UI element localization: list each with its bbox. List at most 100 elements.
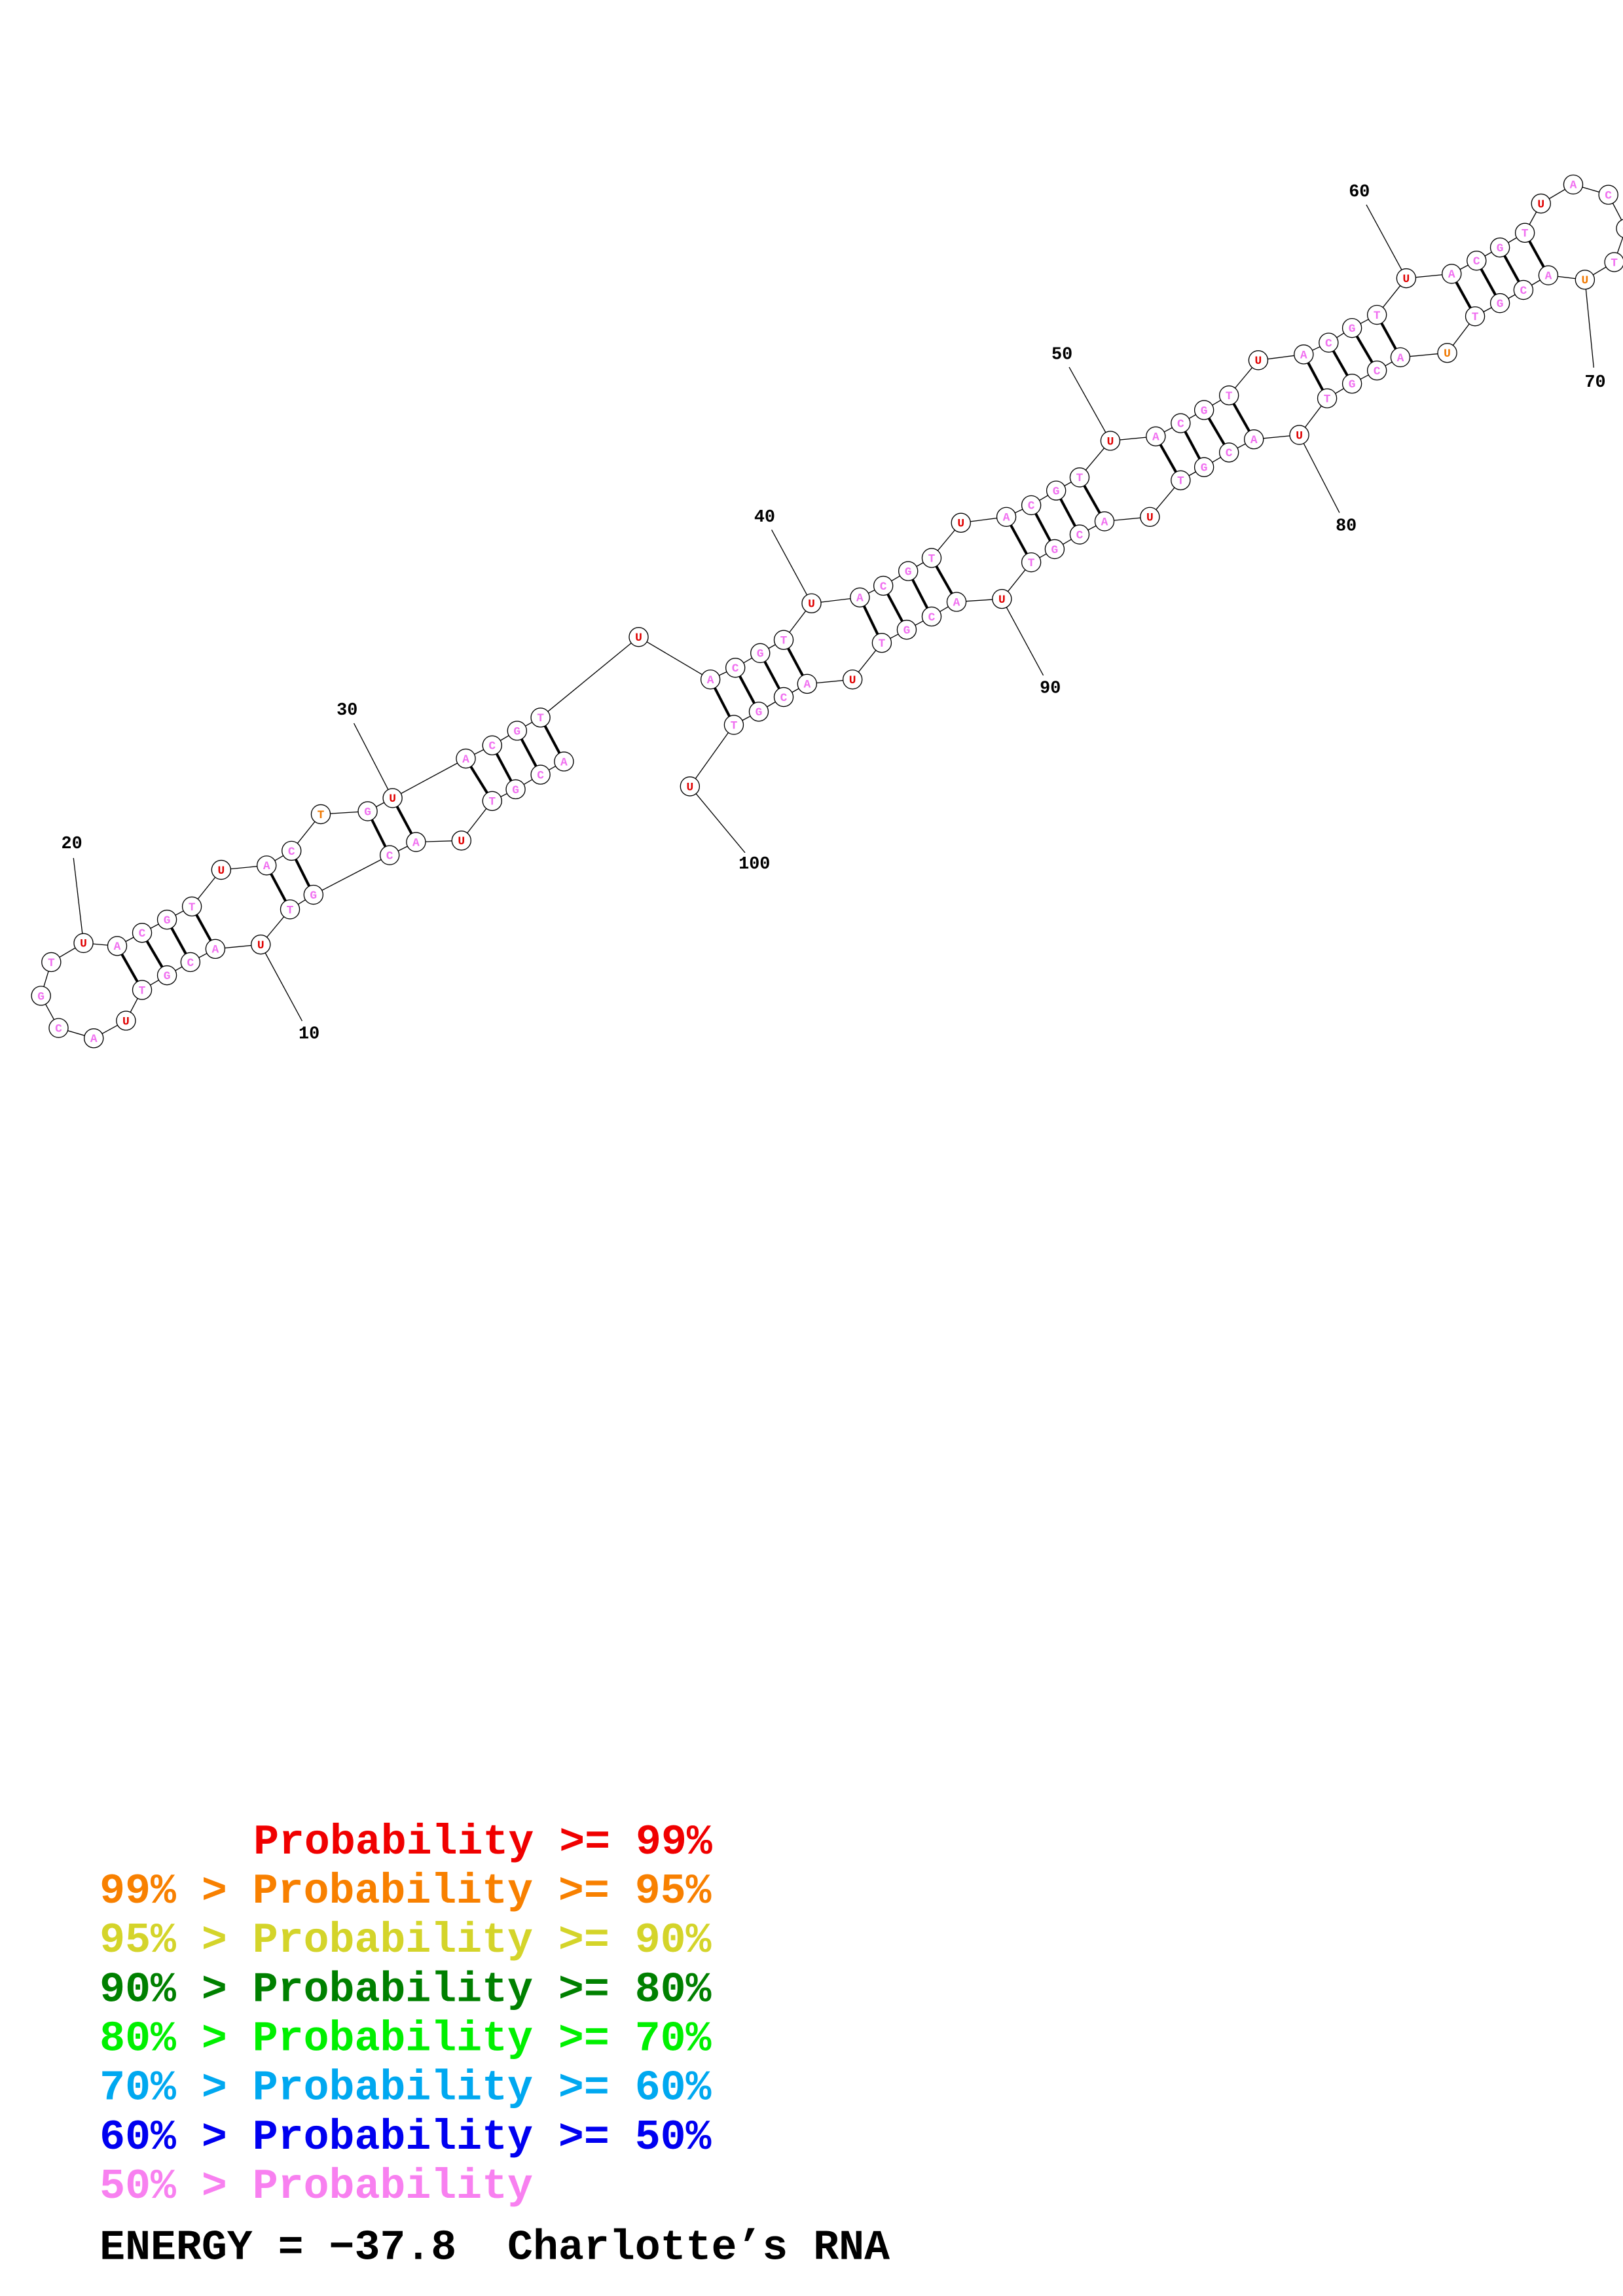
nucleotide-letter: A xyxy=(1300,349,1307,362)
nucleotide-circle xyxy=(1021,495,1042,516)
diagram-group: 10 20 30 40 50 60 70 80 90 100 A C G T U A C G T U A C G T U A C G T… xyxy=(31,174,1623,2272)
nucleotide-circle xyxy=(310,804,331,825)
nucleotide-letter: G xyxy=(905,565,912,579)
nucleotide-circle xyxy=(1604,252,1623,272)
nucleotide-letter: T xyxy=(1324,393,1331,406)
nucleotide-circle xyxy=(530,708,551,728)
nucleotide-letter: C xyxy=(928,611,936,624)
index-label: 20 xyxy=(62,834,82,854)
nucleotide-circle xyxy=(801,593,822,614)
nucleotide-letter: C xyxy=(55,1022,62,1035)
nucleotide-letter: C xyxy=(537,769,544,782)
index-label: 30 xyxy=(337,701,357,721)
nucleotide-circle xyxy=(1366,304,1387,325)
nucleotide-circle xyxy=(700,669,721,690)
nucleotide-circle xyxy=(992,588,1012,609)
nucleotide-circle xyxy=(1467,251,1487,271)
nucleotide-circle xyxy=(946,592,967,612)
nucleotide-circle xyxy=(280,899,301,920)
nucleotide-letter: U xyxy=(1146,512,1154,525)
nucleotide-circle xyxy=(797,673,818,694)
nucleotide-circle xyxy=(31,986,51,1006)
legend-entry: 95% > Probability >= 90% xyxy=(100,1917,711,1965)
backbone xyxy=(313,855,390,895)
nucleotide-letter: G xyxy=(1053,485,1060,498)
nucleotide-circle xyxy=(921,606,942,627)
nucleotide-circle xyxy=(1171,413,1191,433)
nucleotide-letter: U xyxy=(1255,355,1262,368)
nucleotide-letter: C xyxy=(780,692,788,705)
nucleotide-circle xyxy=(1248,350,1269,370)
nucleotide-circle xyxy=(1538,265,1559,285)
nucleotide-letter: U xyxy=(1581,274,1588,287)
nucleotide-circle xyxy=(1194,400,1214,420)
nucleotide-letter: A xyxy=(803,679,811,692)
nucleotide-letter: G xyxy=(1497,242,1504,255)
nucleotide-letter: C xyxy=(1605,189,1612,202)
nucleotide-circle xyxy=(1489,293,1510,314)
nucleotide-circle xyxy=(1194,457,1214,477)
nucleotide-letter: U xyxy=(998,594,1006,607)
nucleotide-letter: T xyxy=(1611,257,1618,270)
nucleotide-circle xyxy=(303,884,324,905)
nucleotide-circle xyxy=(1442,264,1462,284)
nucleotide-circle xyxy=(1341,373,1362,394)
index-label: 90 xyxy=(1040,679,1061,699)
nucleotide-letter: T xyxy=(139,984,146,997)
nucleotide-letter: G xyxy=(1201,404,1208,418)
nucleotide-letter: T xyxy=(287,904,294,917)
nucleotide-letter: U xyxy=(686,781,693,794)
nucleotide-letter: U xyxy=(389,793,396,806)
legend-entry: 80% > Probability >= 70% xyxy=(100,2015,711,2063)
nucleotide-circle xyxy=(505,779,526,800)
nucleotide-circle xyxy=(73,933,94,954)
nucleotide-circle xyxy=(680,776,701,797)
nucleotide-circle xyxy=(1021,552,1042,573)
nucleotide-circle xyxy=(898,561,919,581)
legend-entry: 70% > Probability >= 60% xyxy=(100,2065,711,2113)
nucleotide-circle xyxy=(951,512,971,533)
index-label: 10 xyxy=(299,1025,319,1045)
nucleotide-circle xyxy=(180,952,201,973)
index-tick xyxy=(353,723,393,798)
nucleotide-letter: T xyxy=(1472,311,1479,324)
nucleotide-letter: U xyxy=(635,632,642,645)
nucleotide-circle xyxy=(1390,347,1411,368)
nucleotide-circle xyxy=(1513,279,1534,300)
nucleotide-letter: C xyxy=(187,957,194,970)
nucleotide-letter: U xyxy=(80,938,87,951)
nucleotide-letter: T xyxy=(928,552,936,565)
nucleotide-letter: C xyxy=(1473,255,1480,268)
nucleotide-circle xyxy=(1319,332,1339,353)
nucleotide-letter: A xyxy=(1448,268,1455,281)
nucleotide-circle xyxy=(773,630,794,650)
energy-footer: ENERGY = −37.8 Charlotte’s RNA xyxy=(100,2225,890,2272)
nucleotide-circle xyxy=(1289,425,1309,445)
nucleotide-letter: U xyxy=(808,598,815,611)
nucleotide-circle xyxy=(1146,426,1166,446)
index-tick xyxy=(260,944,303,1022)
nucleotide-letter: A xyxy=(263,860,270,873)
nucleotide-letter: T xyxy=(488,796,496,809)
nucleotide-circle xyxy=(83,1028,104,1049)
nucleotide-circle xyxy=(379,845,400,865)
nucleotide-circle xyxy=(1563,174,1584,195)
index-tick xyxy=(771,529,812,604)
nucleotide-circle xyxy=(921,548,942,568)
nucleotide-letter: C xyxy=(1325,337,1332,350)
nucleotide-letter: T xyxy=(1522,228,1529,241)
nucleotide-letter: T xyxy=(879,637,886,651)
nucleotide-circle xyxy=(382,788,403,808)
index-tick xyxy=(73,857,84,943)
nucleotide-letter: A xyxy=(953,596,960,609)
index-tick xyxy=(689,786,746,853)
nucleotide-letter: A xyxy=(412,836,420,850)
nucleotide-circle xyxy=(1069,524,1090,545)
nucleotide-letter: A xyxy=(212,944,219,957)
nucleotide-circle xyxy=(1396,268,1417,289)
backbone xyxy=(638,636,711,680)
nucleotide-letter: C xyxy=(488,740,496,753)
nucleotide-circle xyxy=(211,859,232,880)
